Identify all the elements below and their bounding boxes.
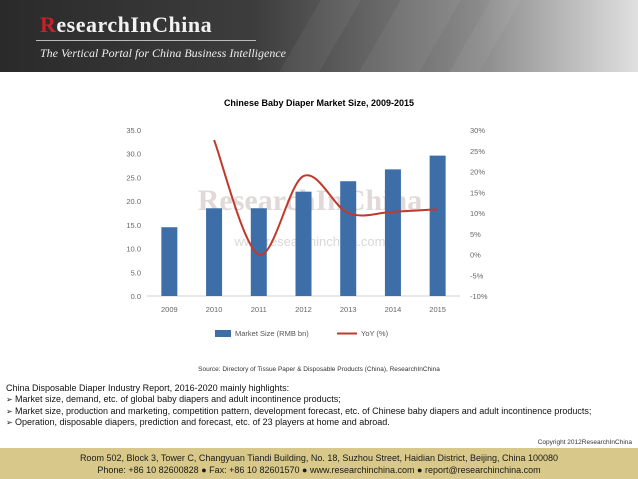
right-axis-tick-label: 15% [470,188,485,197]
highlight-text: Operation, disposable diapers, predictio… [15,416,390,427]
right-axis-tick-label: 10% [470,209,485,218]
right-axis-tick-label: 20% [470,168,485,177]
footer-fax: Fax: +86 10 82601570 [209,465,300,475]
bar [295,191,312,296]
right-axis-tick-label: -10% [470,292,488,301]
chart-title: Chinese Baby Diaper Market Size, 2009-20… [223,98,415,108]
right-axis-tick-label: 5% [470,230,481,239]
left-axis-tick-label: 35.0 [126,126,141,135]
x-axis-tick-label: 2009 [161,305,178,314]
bar [161,227,178,296]
x-axis-tick-label: 2015 [429,305,446,314]
highlight-item: ➢ Market size, production and marketing,… [6,406,626,417]
left-axis-tick-label: 30.0 [126,150,141,159]
x-axis-tick-label: 2011 [251,305,267,314]
highlight-text: Market size, demand, etc. of global baby… [15,394,341,405]
legend-swatch-bar [215,330,231,337]
copyright-text: Copyright 2012ResearchInChina [537,439,632,446]
highlight-text: Market size, production and marketing, c… [15,405,592,416]
tagline: The Vertical Portal for China Business I… [40,46,286,60]
x-axis-tick-label: 2014 [385,305,402,314]
header-banner: ResearchInChina The Vertical Portal for … [0,0,638,72]
separator-dot-icon: ● [302,465,308,475]
right-axis-tick-label: 0% [470,251,481,260]
highlight-item: ➢ Operation, disposable diapers, predict… [6,417,626,428]
footer-contact-bar: Room 502, Block 3, Tower C, Changyuan Ti… [0,448,638,479]
highlight-item: ➢ Market size, demand, etc. of global ba… [6,394,626,405]
chart-svg: ResearchInChinawww.researchinchina.com0.… [126,126,488,338]
highlights-section: China Disposable Diaper Industry Report,… [6,383,626,428]
x-axis-tick-label: 2010 [206,305,223,314]
legend-label: Market Size (RMB bn) [235,329,309,338]
footer-email-link[interactable]: report@researchinchina.com [424,465,541,475]
right-axis-tick-label: 25% [470,147,485,156]
left-axis-tick-label: 15.0 [126,221,141,230]
legend-label: YoY (%) [361,329,389,338]
bar [250,208,267,296]
bullet-arrow-icon: ➢ [6,417,13,427]
footer-website-link[interactable]: www.researchinchina.com [309,465,415,475]
footer-address: Room 502, Block 3, Tower C, Changyuan Ti… [79,453,559,463]
right-axis-tick-label: 30% [470,126,485,135]
footer-contact-line: Phone: +86 10 82600828 ● Fax: +86 10 826… [0,464,638,476]
series-line-yoy [213,139,438,256]
separator-dot-icon: ● [201,465,207,475]
right-axis-tick-label: -5% [470,271,484,280]
left-axis-tick-label: 20.0 [126,197,141,206]
brand-logo[interactable]: ResearchInChina [40,12,213,37]
bar [206,208,223,296]
highlights-heading: China Disposable Diaper Industry Report,… [6,383,290,393]
left-axis-tick-label: 0.0 [131,292,141,301]
bar [429,155,446,296]
x-axis-tick-label: 2012 [295,305,312,314]
footer-phone: Phone: +86 10 82600828 [97,465,199,475]
bar [340,181,357,296]
left-axis-tick-label: 10.0 [126,245,141,254]
separator-dot-icon: ● [417,465,423,475]
bullet-arrow-icon: ➢ [6,406,13,416]
left-axis-tick-label: 25.0 [126,173,141,182]
logo-divider [36,40,256,41]
bullet-arrow-icon: ➢ [6,395,13,405]
chart-area: ResearchInChinawww.researchinchina.com0.… [105,118,515,348]
source-note: Source: Directory of Tissue Paper & Disp… [198,366,440,373]
x-axis-tick-label: 2013 [340,305,357,314]
left-axis-tick-label: 5.0 [131,268,141,277]
bar [384,169,401,296]
